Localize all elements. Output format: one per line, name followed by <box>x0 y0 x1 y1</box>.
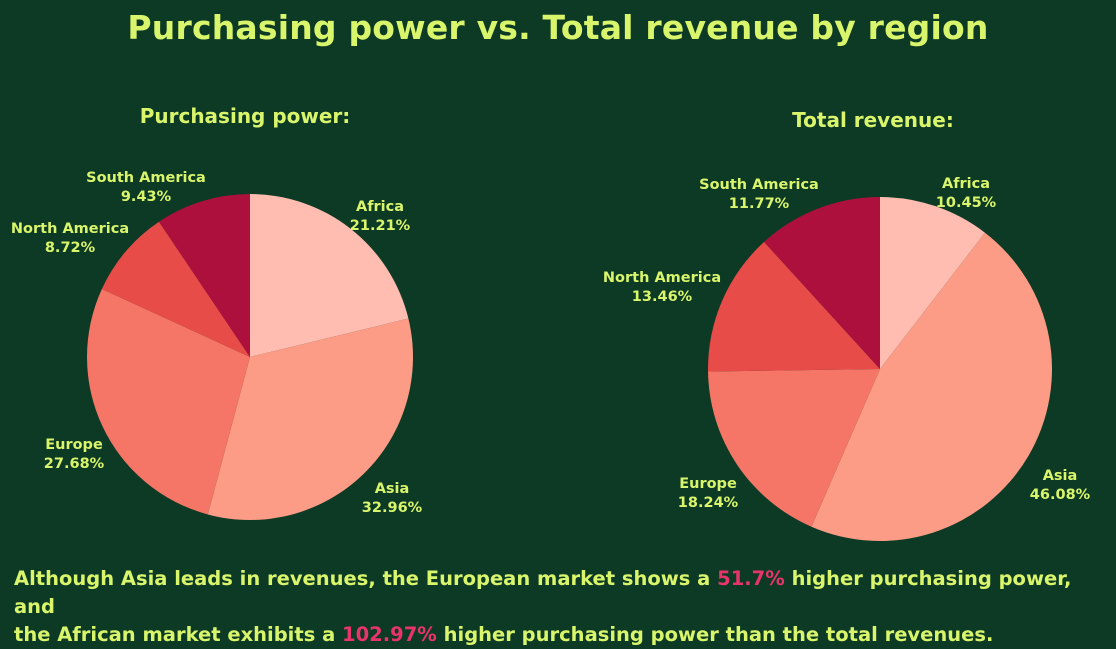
pie-slice-europe <box>708 369 880 527</box>
pie-slice-north-america <box>101 221 251 357</box>
pie-slice-south-america <box>158 194 250 357</box>
slice-label-asia: Asia 46.08% <box>1030 468 1091 503</box>
slice-label-africa: Africa 10.45% <box>936 176 997 211</box>
footer-text: the African market exhibits a <box>14 623 343 646</box>
pie-slice-asia <box>811 232 1052 541</box>
slice-label-europe: Europe 18.24% <box>678 476 739 511</box>
footer-text: Although Asia leads in revenues, the Eur… <box>14 567 718 590</box>
slice-label-north-america: North America 13.46% <box>603 270 721 305</box>
pie-slice-south-america <box>764 197 880 369</box>
pie-slice-north-america <box>708 241 880 372</box>
charts-canvas: Purchasing power: Total revenue: Africa 2… <box>11 104 1091 541</box>
pie-slice-africa <box>250 194 409 357</box>
footer-line-2: the African market exhibits a 102.97% hi… <box>14 621 1109 649</box>
pie-slice-europe <box>87 288 250 515</box>
footer-summary: Although Asia leads in revenues, the Eur… <box>14 565 1109 649</box>
slice-label-asia: Asia 32.96% <box>362 481 423 516</box>
pie-slice-africa <box>880 197 985 369</box>
slice-label-south-america: South America 9.43% <box>86 170 206 205</box>
footer-line-1: Although Asia leads in revenues, the Eur… <box>14 565 1109 621</box>
footer-text: higher purchasing power than the total r… <box>436 623 994 646</box>
pie-chart-purchasing-power: Africa 21.21% Asia 32.96% Europe 27.68% North … <box>11 170 423 521</box>
chart-title-purchasing-power: Purchasing power: <box>140 104 351 128</box>
chart-title-total-revenue: Total revenue: <box>792 108 954 132</box>
slice-label-europe: Europe 27.68% <box>44 437 105 472</box>
slice-label-north-america: North America 8.72% <box>11 221 129 256</box>
slice-label-south-america: South America 11.77% <box>699 177 819 212</box>
slice-label-africa: Africa 21.21% <box>350 199 411 234</box>
footer-highlight-africa: 102.97% <box>342 623 437 646</box>
pie-slice-asia <box>207 318 414 521</box>
footer-highlight-europe: 51.7% <box>717 567 785 590</box>
pie-chart-total-revenue: Africa 10.45% Asia 46.08% Europe 18.24% North … <box>603 176 1091 541</box>
page-title: Purchasing power vs. Total revenue by re… <box>127 8 989 47</box>
footer-text: higher purchasing power, and <box>14 567 1072 618</box>
